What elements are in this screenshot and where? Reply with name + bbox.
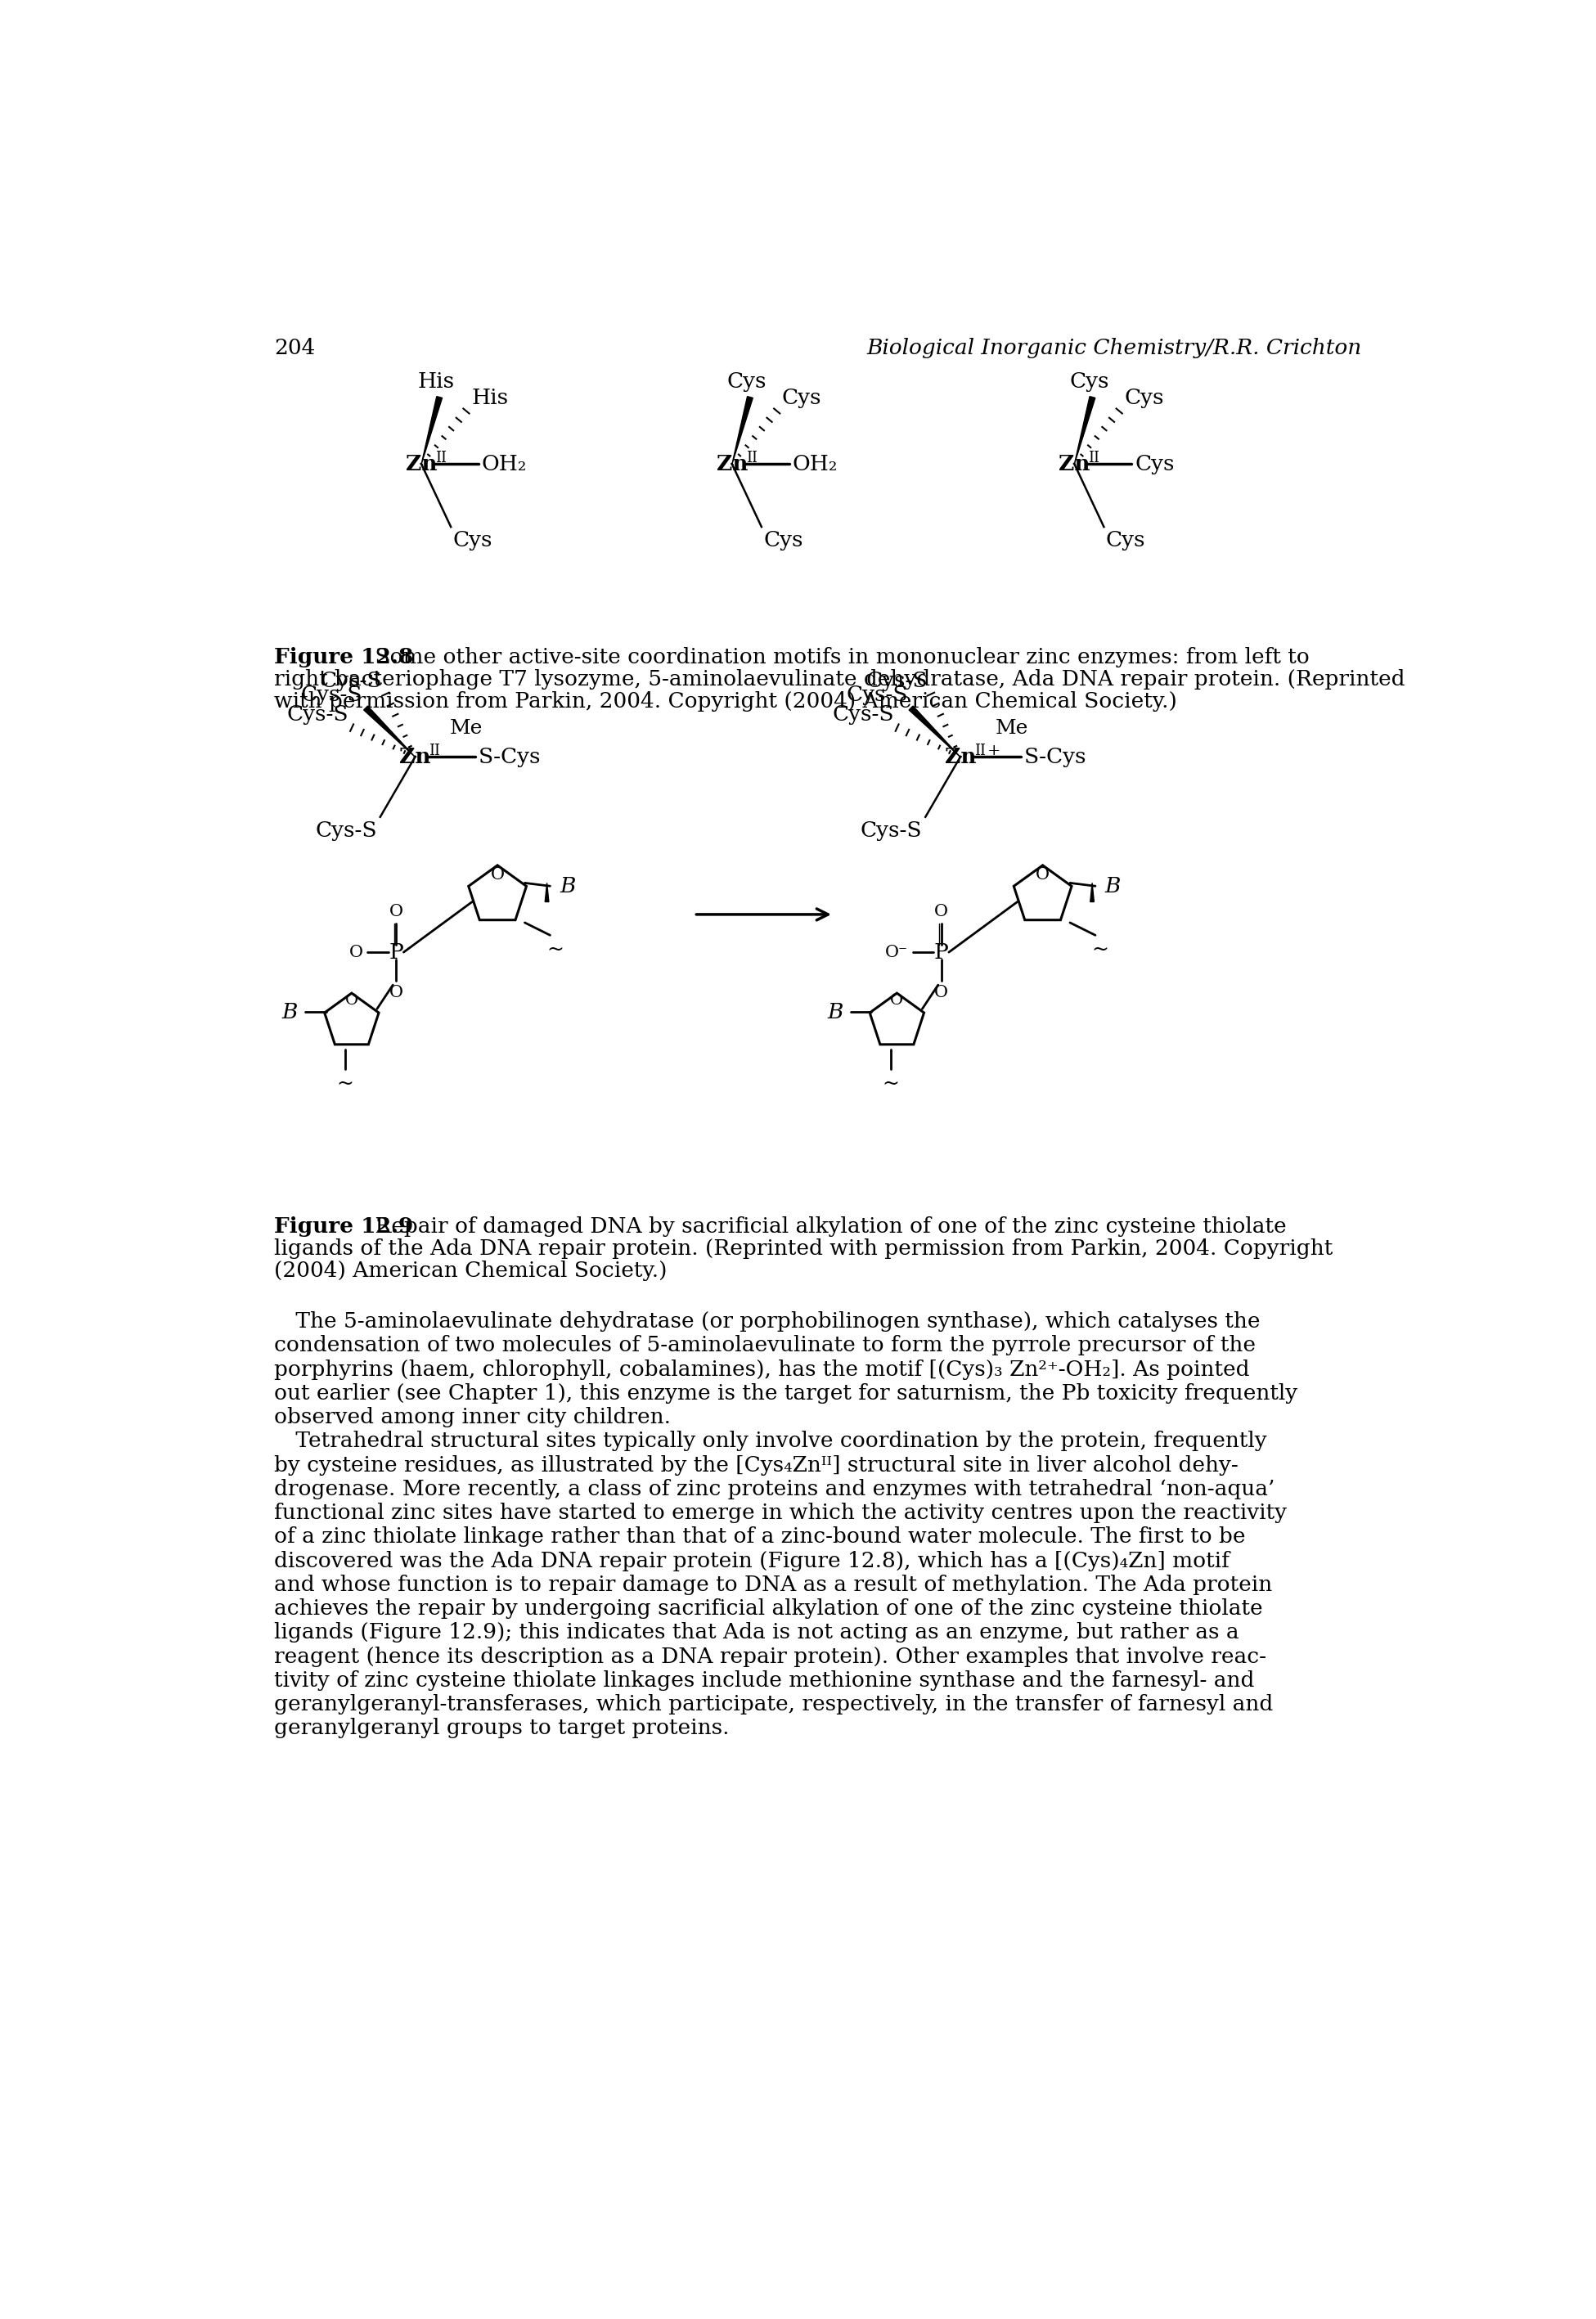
Text: tivity of zinc cysteine thiolate linkages include methionine synthase and the fa: tivity of zinc cysteine thiolate linkage… — [275, 1670, 1254, 1691]
Text: Cys-S: Cys-S — [832, 705, 894, 724]
Text: B: B — [282, 1002, 298, 1023]
Text: Zn: Zn — [717, 455, 749, 475]
Text: by cysteine residues, as illustrated by the [Cys₄Znᴵᴵ] structural site in liver : by cysteine residues, as illustrated by … — [275, 1454, 1238, 1475]
Text: OH₂: OH₂ — [482, 455, 527, 475]
Text: O: O — [934, 986, 948, 999]
Text: ~: ~ — [1092, 939, 1109, 960]
Text: drogenase. More recently, a class of zinc proteins and enzymes with tetrahedral : drogenase. More recently, a class of zin… — [275, 1480, 1275, 1498]
Text: ligands of the Ada DNA repair protein. (Reprinted with permission from Parkin, 2: ligands of the Ada DNA repair protein. (… — [275, 1238, 1333, 1259]
Text: O: O — [891, 993, 903, 1009]
Text: Cys: Cys — [1106, 531, 1146, 550]
Text: Cys-S: Cys-S — [300, 684, 362, 705]
Text: O: O — [490, 867, 504, 884]
Text: and whose function is to repair damage to DNA as a result of methylation. The Ad: and whose function is to repair damage t… — [275, 1575, 1272, 1595]
Text: P: P — [934, 942, 948, 962]
Text: His: His — [418, 371, 455, 392]
Text: condensation of two molecules of 5-aminolaevulinate to form the pyrrole precurso: condensation of two molecules of 5-amino… — [275, 1336, 1256, 1357]
Text: S-Cys: S-Cys — [479, 747, 541, 768]
Text: discovered was the Ada DNA repair protein (Figure 12.8), which has a [(Cys)₄Zn] : discovered was the Ada DNA repair protei… — [275, 1551, 1229, 1570]
Text: II: II — [1088, 450, 1100, 466]
Text: 204: 204 — [275, 339, 316, 359]
Text: Cys: Cys — [1135, 455, 1175, 475]
Text: Cys: Cys — [728, 371, 766, 392]
Text: The 5-aminolaevulinate dehydratase (or porphobilinogen synthase), which catalyse: The 5-aminolaevulinate dehydratase (or p… — [275, 1310, 1261, 1331]
Text: Figure 12.9: Figure 12.9 — [275, 1217, 413, 1238]
Text: Cys: Cys — [763, 531, 803, 550]
Text: Cys-S: Cys-S — [846, 684, 908, 705]
Text: Cys-S: Cys-S — [867, 670, 927, 691]
Text: ligands (Figure 12.9); this indicates that Ada is not acting as an enzyme, but r: ligands (Figure 12.9); this indicates th… — [275, 1623, 1238, 1642]
Text: Tetrahedral structural sites typically only involve coordination by the protein,: Tetrahedral structural sites typically o… — [275, 1431, 1267, 1452]
Polygon shape — [910, 705, 961, 756]
Text: O: O — [934, 904, 948, 918]
Text: Cys-S: Cys-S — [860, 821, 922, 839]
Text: Cys-S: Cys-S — [316, 821, 377, 839]
Text: Some other active-site coordination motifs in mononuclear zinc enzymes: from lef: Some other active-site coordination moti… — [369, 647, 1309, 668]
Text: S-Cys: S-Cys — [1023, 747, 1087, 768]
Polygon shape — [1074, 397, 1095, 464]
Text: observed among inner city children.: observed among inner city children. — [275, 1408, 670, 1429]
Text: His: His — [471, 387, 508, 408]
Text: B: B — [560, 877, 576, 897]
Text: Figure 12.8: Figure 12.8 — [275, 647, 413, 668]
Text: II: II — [429, 744, 440, 758]
Polygon shape — [1090, 884, 1093, 902]
Text: geranylgeranyl-transferases, which participate, respectively, in the transfer of: geranylgeranyl-transferases, which parti… — [275, 1695, 1274, 1714]
Text: II: II — [974, 744, 986, 758]
Text: Zn: Zn — [405, 455, 437, 475]
Polygon shape — [733, 397, 753, 464]
Polygon shape — [544, 884, 549, 902]
Text: Cys-S: Cys-S — [287, 705, 348, 724]
Text: of a zinc thiolate linkage rather than that of a zinc-bound water molecule. The : of a zinc thiolate linkage rather than t… — [275, 1526, 1246, 1547]
Text: Cys: Cys — [782, 387, 822, 408]
Text: Me: Me — [996, 719, 1028, 737]
Text: Cys-S: Cys-S — [321, 670, 383, 691]
Text: geranylgeranyl groups to target proteins.: geranylgeranyl groups to target proteins… — [275, 1718, 729, 1739]
Text: O: O — [1036, 867, 1050, 884]
Text: II: II — [745, 450, 758, 466]
Text: Repair of damaged DNA by sacrificial alkylation of one of the zinc cysteine thio: Repair of damaged DNA by sacrificial alk… — [369, 1217, 1286, 1238]
Text: Me: Me — [450, 719, 484, 737]
Text: II: II — [436, 450, 447, 466]
Polygon shape — [421, 397, 442, 464]
Text: reagent (hence its description as a DNA repair protein). Other examples that inv: reagent (hence its description as a DNA … — [275, 1646, 1267, 1667]
Text: porphyrins (haem, chlorophyll, cobalamines), has the motif [(Cys)₃ Zn²⁺-OH₂]. As: porphyrins (haem, chlorophyll, cobalamin… — [275, 1359, 1250, 1380]
Text: Cys: Cys — [1124, 387, 1163, 408]
Text: ~: ~ — [546, 939, 563, 960]
Text: Cys: Cys — [1069, 371, 1109, 392]
Text: +: + — [986, 744, 1001, 758]
Text: functional zinc sites have started to emerge in which the activity centres upon : functional zinc sites have started to em… — [275, 1503, 1286, 1524]
Text: O: O — [389, 904, 402, 918]
Text: O: O — [350, 944, 362, 960]
Text: Zn: Zn — [945, 747, 977, 768]
Text: O: O — [345, 993, 358, 1009]
Text: B: B — [1104, 877, 1120, 897]
Text: out earlier (see Chapter 1), this enzyme is the target for saturnism, the Pb tox: out earlier (see Chapter 1), this enzyme… — [275, 1382, 1298, 1403]
Text: B: B — [827, 1002, 843, 1023]
Text: O⁻: O⁻ — [886, 944, 908, 960]
Text: OH₂: OH₂ — [792, 455, 838, 475]
Text: Cys: Cys — [453, 531, 493, 550]
Text: P: P — [389, 942, 404, 962]
Text: with permission from Parkin, 2004. Copyright (2004) American Chemical Society.): with permission from Parkin, 2004. Copyr… — [275, 691, 1178, 712]
Text: (2004) American Chemical Society.): (2004) American Chemical Society.) — [275, 1262, 667, 1282]
Polygon shape — [364, 705, 415, 756]
Text: Biological Inorganic Chemistry/R.R. Crichton: Biological Inorganic Chemistry/R.R. Cric… — [867, 339, 1361, 359]
Text: achieves the repair by undergoing sacrificial alkylation of one of the zinc cyst: achieves the repair by undergoing sacrif… — [275, 1598, 1262, 1619]
Text: Zn: Zn — [1058, 455, 1090, 475]
Text: O: O — [389, 986, 402, 999]
Text: Zn: Zn — [399, 747, 431, 768]
Text: ~: ~ — [883, 1076, 899, 1095]
Text: ~: ~ — [337, 1076, 354, 1095]
Text: right bacteriophage T7 lysozyme, 5-aminolaevulinate dehydratase, Ada DNA repair : right bacteriophage T7 lysozyme, 5-amino… — [275, 668, 1404, 689]
